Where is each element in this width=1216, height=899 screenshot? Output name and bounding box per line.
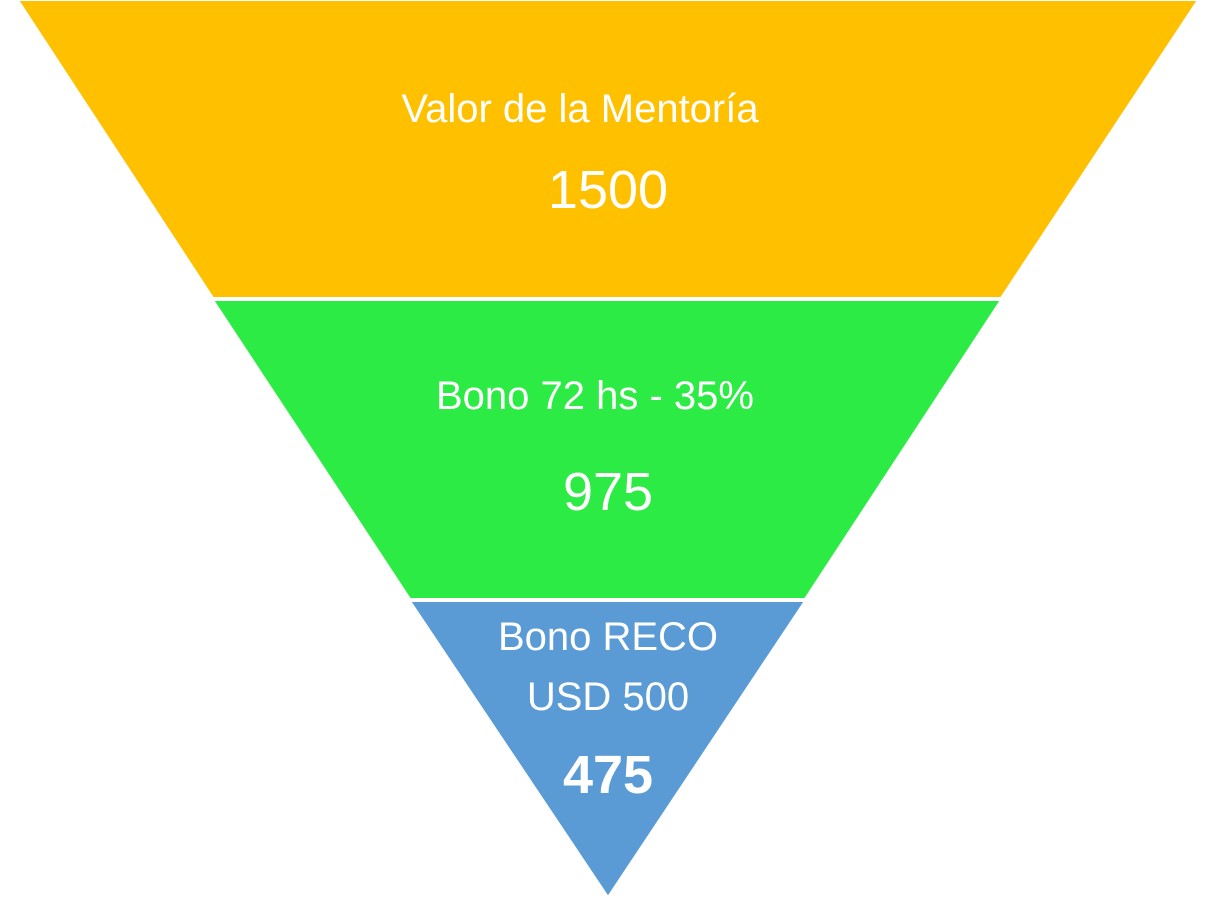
funnel-segment-top [16,0,1200,299]
stage-bottom-value: 475 [563,745,653,805]
stage-middle-label: Bono 72 hs - 35% [436,374,754,418]
funnel-stage-top: Valor de la Mentoría 1500 [16,0,1200,299]
stage-middle-value: 975 [563,462,653,522]
stage-top-value: 1500 [548,160,668,220]
funnel-stage-bottom: Bono RECO USD 500 475 [408,600,807,899]
stage-top-label: Valor de la Mentoría [401,87,759,131]
funnel-segment-middle [211,299,1003,600]
funnel-segment-bottom [408,600,807,899]
funnel-stage-middle: Bono 72 hs - 35% 975 [211,299,1003,600]
stage-bottom-label-line-2: USD 500 [527,675,689,719]
stage-bottom-label-line-1: Bono RECO [498,615,718,659]
